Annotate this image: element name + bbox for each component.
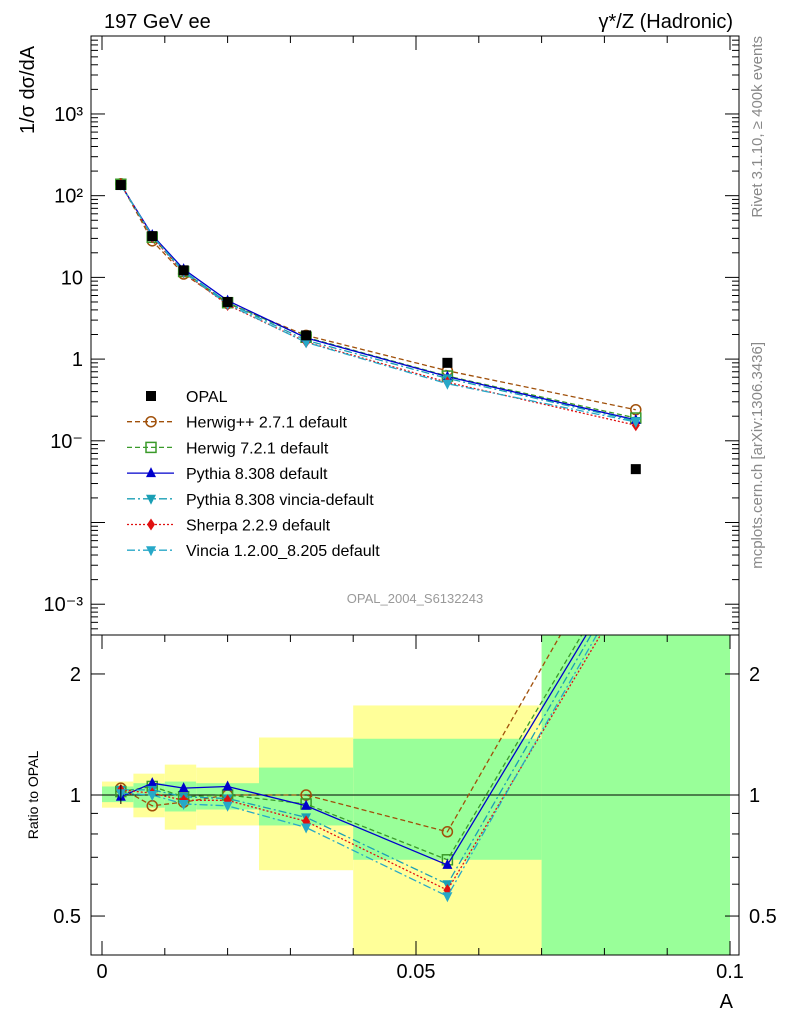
data-point-opal xyxy=(178,265,189,276)
legend-label-herwig-7-2-1-default: Herwig 7.2.1 default xyxy=(186,440,329,457)
legend: OPAL Herwig++ 2.7.1 default Herwig 7.2.1 d… xyxy=(127,389,380,560)
ratio-point-vincia-1-2-00-8-205-default xyxy=(442,892,453,903)
legend-marker-herwig-7-2-1-default xyxy=(145,441,157,454)
rivet-version-text: Rivet 3.1.10, ≥ 400k events xyxy=(749,36,766,218)
main-y-tick-label: 1 xyxy=(72,349,83,371)
x-tick-label: 0.1 xyxy=(716,961,744,983)
header-left-text: 197 GeV ee xyxy=(104,11,211,33)
ratio-point-herwig-2-7-1-default xyxy=(441,826,454,838)
legend-marker-pythia-8-308-default xyxy=(146,467,156,478)
ratio-x-axis: 0 0.05 0.1 xyxy=(96,635,744,983)
analysis-id-watermark: OPAL_2004_S6132243 xyxy=(347,591,483,606)
mcplots-reference-text: mcplots.cern.ch [arXiv:1306.3436] xyxy=(749,342,766,569)
ratio-y-tick-label: 1 xyxy=(70,785,81,807)
ratio-plot-marks xyxy=(115,635,602,903)
main-y-tick-label: 10² xyxy=(54,186,83,208)
x-tick-label: 0.05 xyxy=(397,961,436,983)
legend-marker-vincia-1-2-00-8-205-default xyxy=(146,546,156,557)
main-y-tick-label: 10⁻³ xyxy=(44,594,84,616)
ratio-point-pythia-8-308-default xyxy=(147,777,158,788)
ratio-point-pythia-8-308-default xyxy=(178,782,189,793)
data-point-opal xyxy=(222,296,233,307)
data-point-opal xyxy=(630,464,641,475)
legend-marker-herwig-2-7-1-default xyxy=(145,415,157,428)
legend-marker-sherpa-2-2-9-default xyxy=(147,518,155,531)
ratio-point-vincia-1-2-00-8-205-default xyxy=(178,799,189,810)
ratio-y-tick-label-right: 0.5 xyxy=(749,906,777,928)
main-y-tick-label: 10 xyxy=(61,267,83,289)
legend-marker-pythia-8-308-vincia-default xyxy=(146,494,156,505)
ratio-band-inner xyxy=(353,738,542,860)
main-plot-panel: 10⁻³ 10⁻ 1 10 10² 10³ 1/σ dσ/dA OPAL_2004_S61… xyxy=(17,35,740,636)
legend-label-pythia-8-308-default: Pythia 8.308 default xyxy=(186,466,328,483)
x-tick-label: 0 xyxy=(96,961,107,983)
ratio-y-axis-label: Ratio to OPAL xyxy=(25,751,41,840)
x-axis-label: A xyxy=(720,991,734,1013)
legend-marker-opal xyxy=(146,391,156,401)
series-point-vincia-1-2-00-8-205-default xyxy=(442,379,453,390)
series-point-vincia-1-2-00-8-205-default xyxy=(630,417,641,428)
data-point-opal xyxy=(115,180,126,191)
ratio-y-tick-label-right: 1 xyxy=(749,785,760,807)
data-point-opal xyxy=(147,231,158,242)
main-y-axis: 10⁻³ 10⁻ 1 10 10² 10³ xyxy=(44,35,739,630)
legend-label-vincia-1-2-00-8-205-default: Vincia 1.2.00_8.205 default xyxy=(186,543,380,560)
ratio-point-pythia-8-308-default xyxy=(222,780,233,791)
main-y-axis-label: 1/σ dσ/dA xyxy=(17,45,39,134)
ratio-band-inner xyxy=(541,635,730,955)
ratio-plot-panel: 0.5 0.5 1 1 2 2 0 0.05 0.1 Ratio to OPAL A xyxy=(25,634,777,1013)
legend-label-pythia-8-308-vincia-default: Pythia 8.308 vincia-default xyxy=(186,492,374,509)
ratio-y-axis: 0.5 0.5 1 1 2 2 xyxy=(53,664,777,928)
ratio-point-vincia-1-2-00-8-205-default xyxy=(222,801,233,812)
main-y-tick-label: 10⁻ xyxy=(50,431,83,453)
main-plot-marks xyxy=(115,177,642,475)
ratio-point-vincia-1-2-00-8-205-default xyxy=(301,823,312,834)
legend-label-sherpa-2-2-9-default: Sherpa 2.2.9 default xyxy=(186,518,331,535)
main-y-tick-label: 10³ xyxy=(54,104,83,126)
header-right-text: γ*/Z (Hadronic) xyxy=(599,11,733,33)
data-point-opal xyxy=(442,357,453,368)
legend-label-opal: OPAL xyxy=(186,389,228,406)
ratio-point-pythia-8-308-default xyxy=(442,858,453,869)
ratio-y-tick-label: 0.5 xyxy=(53,906,81,928)
series-point-vincia-1-2-00-8-205-default xyxy=(301,338,312,349)
legend-label-herwig-2-7-1-default: Herwig++ 2.7.1 default xyxy=(186,415,348,432)
ratio-y-tick-label-right: 2 xyxy=(749,664,760,686)
ratio-point-vincia-1-2-00-8-205-default xyxy=(147,791,158,801)
ratio-y-tick-label: 2 xyxy=(70,664,81,686)
data-point-opal xyxy=(301,330,312,341)
main-series-group xyxy=(115,177,642,475)
ratio-point-pythia-8-308-default xyxy=(301,799,312,810)
ratio-series-group xyxy=(115,635,602,903)
